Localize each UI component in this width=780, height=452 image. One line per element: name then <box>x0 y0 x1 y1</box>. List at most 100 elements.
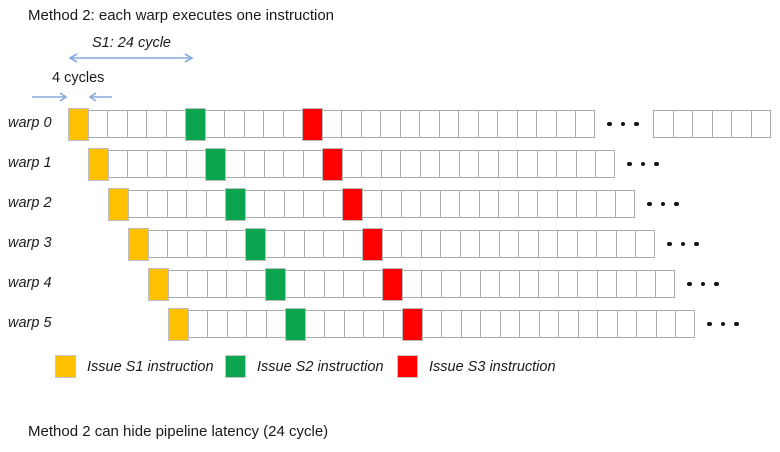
cycle-cell <box>324 231 344 257</box>
dot <box>660 201 665 207</box>
cycle-cell <box>304 191 324 217</box>
cycle-cell <box>597 191 616 217</box>
cycle-cell <box>227 271 247 297</box>
warp-label: warp 1 <box>8 155 52 171</box>
cycle-cell <box>577 151 596 177</box>
cycle-cell <box>344 231 363 257</box>
cycle-cell <box>752 111 770 137</box>
cycle-cell <box>364 271 383 297</box>
dot <box>634 121 639 127</box>
dot <box>667 241 672 247</box>
cycle-cell <box>732 111 752 137</box>
cycle-cell <box>460 151 479 177</box>
cycle-cell <box>537 111 557 137</box>
cycle-cell <box>713 111 732 137</box>
cycle-cell <box>129 191 148 217</box>
cycle-cell <box>167 111 186 137</box>
legend-item-s3: Issue S3 instruction <box>397 355 556 378</box>
cycle-cell <box>189 311 208 337</box>
cycle-cell <box>304 151 323 177</box>
cycle-cell <box>597 231 617 257</box>
dot <box>674 201 679 207</box>
s2-swatch-icon <box>225 355 246 378</box>
cycle-cell <box>306 311 325 337</box>
cycle-cell <box>364 311 384 337</box>
cycle-cell <box>459 111 479 137</box>
cycle-cell <box>637 311 657 337</box>
cycle-cell <box>187 191 207 217</box>
dot <box>700 281 705 287</box>
cycle-cell <box>440 111 459 137</box>
cycle-cell <box>518 111 537 137</box>
cycle-cell <box>227 231 246 257</box>
cycle-cell <box>225 111 245 137</box>
cycle-cell <box>441 191 460 217</box>
dot <box>680 241 685 247</box>
cycle-cell <box>616 191 634 217</box>
cycle-cell <box>208 271 227 297</box>
s3-swatch-icon <box>397 355 418 378</box>
cycle-cell <box>284 151 304 177</box>
s3-issue-cell <box>321 147 343 181</box>
cycle-cell <box>108 111 128 137</box>
cycle-cell <box>461 231 480 257</box>
cycle-cell <box>384 311 403 337</box>
s1-issue-cell <box>107 187 129 221</box>
cycle-cell <box>284 111 303 137</box>
cycle-cell <box>285 191 304 217</box>
cycle-cell <box>617 271 637 297</box>
cycle-cell <box>557 111 576 137</box>
ellipsis-dots <box>607 110 639 138</box>
s3-issue-cell <box>301 107 323 141</box>
cycle-cell <box>481 271 500 297</box>
cycle-cell <box>422 271 442 297</box>
cycle-cell <box>305 271 325 297</box>
dot <box>627 161 632 167</box>
warp-row <box>107 187 635 221</box>
cycle-cell <box>188 271 208 297</box>
cycle-cell <box>148 191 168 217</box>
dot <box>654 161 659 167</box>
cycle-cell <box>208 311 228 337</box>
cell-width-right-arrow-icon <box>32 92 68 102</box>
cycle-cell <box>479 151 499 177</box>
s3-issue-cell <box>361 227 383 261</box>
cycle-cell <box>480 191 499 217</box>
cycle-cell <box>676 311 694 337</box>
cycle-cell <box>657 311 676 337</box>
cycle-cell <box>246 191 265 217</box>
warp-row <box>167 307 695 341</box>
cycle-cell <box>245 111 264 137</box>
warp-row <box>67 107 595 141</box>
cycle-cell <box>538 191 558 217</box>
dot <box>694 241 699 247</box>
warp-label: warp 4 <box>8 275 52 291</box>
cycle-cell <box>618 311 637 337</box>
cycle-cell <box>422 231 441 257</box>
cycle-cell <box>421 191 441 217</box>
ellipsis-dots <box>627 150 659 178</box>
cycle-cell <box>501 311 520 337</box>
dot <box>620 121 625 127</box>
legend-label: Issue S3 instruction <box>429 358 556 375</box>
cycle-cell <box>167 151 187 177</box>
cycle-cell <box>598 271 617 297</box>
dot <box>720 321 725 327</box>
cycle-cell <box>440 151 460 177</box>
legend-item-s1: Issue S1 instruction <box>55 355 214 378</box>
cycle-cell <box>539 271 559 297</box>
cycle-cell <box>520 271 539 297</box>
cycle-cell <box>480 231 500 257</box>
ellipsis-dots <box>647 190 679 218</box>
cycle-cell <box>149 231 168 257</box>
warp-row <box>87 147 615 181</box>
cycle-cell <box>187 151 206 177</box>
s1-span-label: S1: 24 cycle <box>92 35 171 51</box>
cycle-cell <box>401 151 421 177</box>
warp-label: warp 0 <box>8 115 52 131</box>
cycle-cell <box>325 311 345 337</box>
s1-issue-cell <box>127 227 149 261</box>
warp-row <box>127 227 655 261</box>
cycle-cell <box>479 111 498 137</box>
cycle-cell <box>247 271 266 297</box>
